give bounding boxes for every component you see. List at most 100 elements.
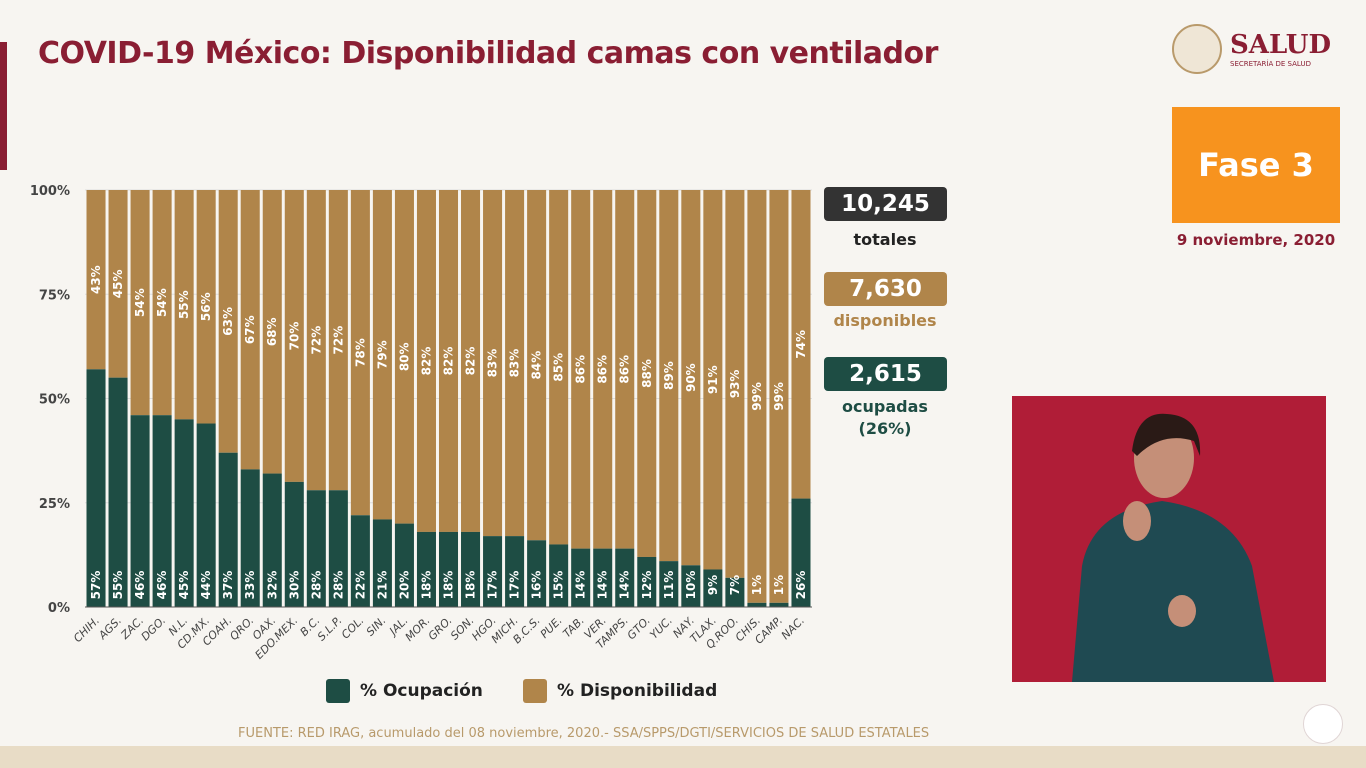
- occupancy-data-label: 17%: [486, 571, 500, 600]
- occupancy-data-label: 33%: [243, 571, 257, 600]
- source-note: FUENTE: RED IRAG, acumulado del 08 novie…: [238, 726, 930, 741]
- availability-data-label: 54%: [155, 288, 169, 317]
- bar-occupancy: [747, 602, 767, 607]
- occupancy-data-label: 17%: [508, 571, 522, 600]
- bar-occupancy: [350, 515, 370, 607]
- availability-data-label: 93%: [728, 370, 742, 399]
- occupancy-data-label: 14%: [574, 571, 588, 600]
- occupancy-data-label: 44%: [199, 571, 213, 600]
- gobierno-mexico-logo: [1303, 704, 1343, 744]
- bar-occupancy: [196, 423, 216, 607]
- availability-data-label: 80%: [397, 342, 411, 371]
- x-tick-label: S.L.P.: [315, 614, 345, 644]
- bar-availability: [747, 190, 767, 603]
- bar-occupancy: [593, 548, 613, 607]
- availability-data-label: 83%: [508, 349, 522, 378]
- bar-availability: [262, 190, 282, 474]
- x-tick-label: PUE.: [538, 614, 565, 641]
- bar-occupancy: [130, 415, 150, 607]
- bar-occupancy: [483, 536, 503, 607]
- bar-occupancy: [615, 548, 635, 607]
- bar-occupancy: [681, 565, 701, 607]
- y-tick-label: 100%: [30, 184, 70, 199]
- bar-availability: [218, 190, 238, 453]
- occupancy-data-label: 55%: [111, 571, 125, 600]
- bar-occupancy: [461, 531, 481, 607]
- availability-data-label: 86%: [574, 355, 588, 384]
- bar-availability: [306, 190, 326, 491]
- occupied-pct: (26%): [858, 419, 912, 438]
- legend-label-availability: % Disponibilidad: [557, 681, 718, 701]
- bar-availability: [571, 190, 591, 549]
- x-tick-label: AGS.: [96, 614, 125, 643]
- footer-bar: [0, 746, 1366, 768]
- occupancy-data-label: 20%: [397, 571, 411, 600]
- availability-data-label: 78%: [353, 338, 367, 367]
- logo-name: SALUD: [1230, 30, 1332, 60]
- y-tick-label: 50%: [39, 393, 70, 408]
- interpreter-figure: [1072, 413, 1274, 682]
- occupancy-data-label: 1%: [772, 575, 786, 595]
- bar-occupancy: [86, 369, 106, 607]
- page-title: COVID-19 México: Disponibilidad camas co…: [38, 36, 938, 71]
- x-tick-label: GTO.: [625, 614, 653, 642]
- occupancy-data-label: 14%: [596, 571, 610, 600]
- bar-availability: [372, 190, 392, 520]
- bar-availability: [130, 190, 150, 416]
- availability-data-label: 43%: [89, 265, 103, 294]
- availability-data-label: 67%: [243, 315, 257, 344]
- bar-occupancy: [372, 519, 392, 607]
- bar-availability: [416, 190, 436, 532]
- availability-data-label: 54%: [133, 288, 147, 317]
- x-tick-label: QRO.: [227, 614, 256, 643]
- occupancy-data-label: 12%: [640, 571, 654, 600]
- x-tick-label: GRO.: [426, 614, 455, 643]
- occupied-label: ocupadas: [842, 397, 928, 416]
- seal-icon: [1172, 24, 1222, 74]
- occupancy-data-label: 16%: [530, 571, 544, 600]
- occupancy-data-label: 18%: [442, 571, 456, 600]
- bar-occupancy: [218, 452, 238, 607]
- date-label: 9 noviembre, 2020: [1176, 231, 1336, 249]
- occupancy-data-label: 15%: [552, 571, 566, 600]
- bar-occupancy: [725, 577, 745, 607]
- y-tick-label: 0%: [48, 601, 70, 616]
- bar-availability: [725, 190, 745, 578]
- bar-availability: [86, 190, 106, 370]
- logo-subtitle: SECRETARÍA DE SALUD: [1230, 60, 1311, 68]
- bar-availability: [240, 190, 260, 470]
- sign-language-interpreter-video: [1012, 396, 1326, 682]
- availability-data-label: 88%: [640, 359, 654, 388]
- occupancy-data-label: 46%: [133, 571, 147, 600]
- occupancy-data-label: 14%: [618, 571, 632, 600]
- bar-availability: [394, 190, 414, 524]
- availability-data-label: 91%: [706, 365, 720, 394]
- occupancy-data-label: 9%: [706, 575, 720, 595]
- bar-occupancy: [394, 523, 414, 607]
- bar-availability: [438, 190, 459, 532]
- availability-data-label: 99%: [772, 382, 786, 411]
- legend-label-occupancy: % Ocupación: [360, 681, 483, 701]
- x-tick-label: COL.: [339, 614, 367, 642]
- availability-data-label: 72%: [331, 326, 345, 355]
- bar-occupancy: [262, 473, 282, 607]
- availability-data-label: 56%: [199, 292, 213, 321]
- bar-availability: [461, 190, 481, 532]
- bar-availability: [615, 190, 635, 549]
- bar-occupancy: [174, 419, 194, 607]
- legend-availability: % Disponibilidad: [523, 679, 717, 703]
- occupancy-data-label: 22%: [353, 571, 367, 600]
- x-tick-label: MOR.: [403, 614, 433, 644]
- bar-availability: [108, 190, 128, 378]
- bar-availability: [328, 190, 348, 491]
- occupancy-data-label: 21%: [375, 571, 389, 600]
- title-accent-bar: [0, 42, 7, 170]
- occupancy-data-label: 57%: [89, 571, 103, 600]
- y-tick-label: 25%: [39, 497, 70, 512]
- bar-occupancy: [306, 490, 326, 607]
- occupied-stat: 2,615: [824, 357, 947, 391]
- availability-data-label: 72%: [309, 326, 323, 355]
- bar-occupancy: [703, 569, 723, 607]
- bar-occupancy: [416, 531, 436, 607]
- bar-occupancy: [438, 531, 459, 607]
